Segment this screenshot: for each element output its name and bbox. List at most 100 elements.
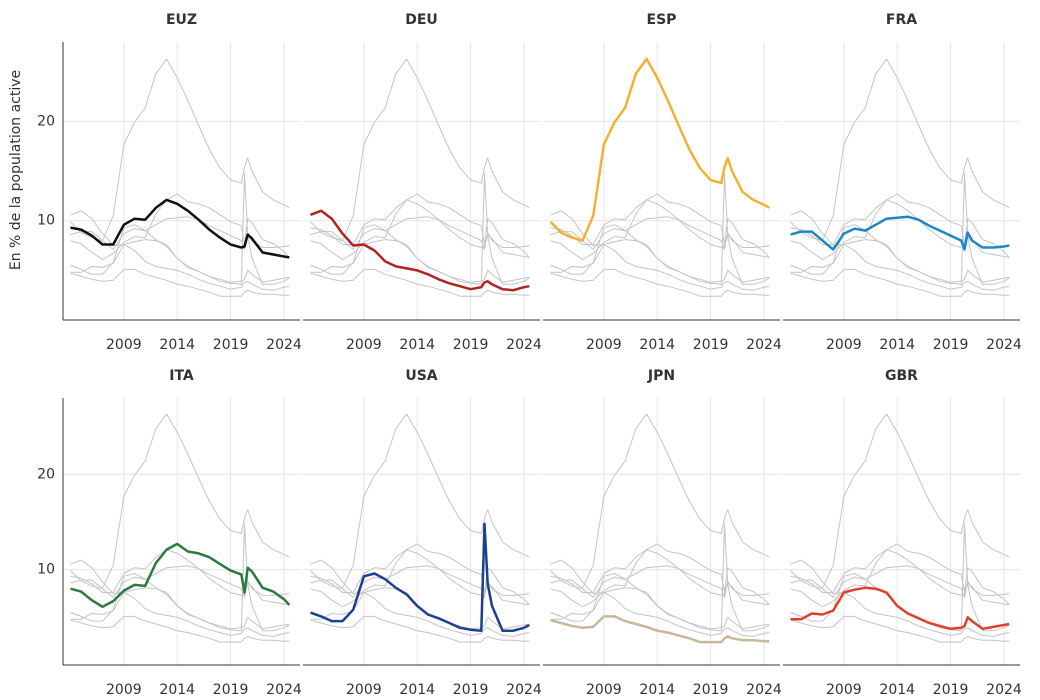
- x-tick-label: 2014: [159, 337, 195, 353]
- line: [70, 198, 290, 259]
- panel-title: DEU: [405, 12, 438, 28]
- line: [70, 239, 290, 283]
- line: [550, 615, 770, 644]
- x-tick-label: 2024: [506, 337, 542, 353]
- x-tick-label: 2019: [213, 337, 249, 353]
- line: [790, 543, 1010, 608]
- line: [790, 193, 1010, 260]
- line: [70, 193, 290, 260]
- x-tick-label: 2024: [986, 682, 1022, 698]
- x-tick-label: 2009: [106, 337, 142, 353]
- line: [550, 268, 770, 297]
- line: [790, 210, 1010, 291]
- panel-title: JPN: [647, 368, 675, 384]
- x-tick-label: 2009: [346, 337, 382, 353]
- line: [70, 549, 290, 606]
- x-tick-label: 2019: [933, 682, 969, 698]
- line: [550, 193, 770, 260]
- line: [790, 586, 1010, 631]
- line: [790, 559, 1010, 637]
- line: [70, 542, 291, 609]
- x-tick-label: 2019: [453, 682, 489, 698]
- line: [310, 615, 530, 643]
- line: [790, 199, 1010, 258]
- line: [310, 559, 530, 637]
- line: [310, 549, 530, 606]
- line: [310, 216, 530, 250]
- panel-title: FRA: [886, 12, 917, 28]
- line: [70, 559, 290, 637]
- line: [310, 268, 530, 297]
- x-tick-label: 2024: [266, 337, 302, 353]
- x-tick-label: 2014: [879, 337, 915, 353]
- x-tick-label: 2019: [693, 682, 729, 698]
- y-tick-label: 20: [37, 466, 55, 482]
- x-tick-label: 2009: [106, 682, 142, 698]
- line: [310, 209, 530, 292]
- x-tick-label: 2009: [826, 337, 862, 353]
- line: [70, 615, 290, 643]
- x-tick-label: 2014: [879, 682, 915, 698]
- x-tick-label: 2019: [213, 682, 249, 698]
- line: [550, 559, 770, 637]
- line: [310, 413, 530, 590]
- x-tick-label: 2014: [159, 682, 195, 698]
- line: [790, 239, 1010, 283]
- line: [70, 58, 290, 242]
- panel: ITA 2009 2014 2019 2024 10 20: [37, 368, 302, 698]
- x-tick-label: 2009: [586, 682, 622, 698]
- x-tick-label: 2014: [639, 337, 675, 353]
- panel: ESP 2009 2014 2019 2024: [543, 12, 782, 353]
- y-tick-label: 20: [37, 113, 55, 129]
- line: [550, 210, 770, 291]
- line: [549, 57, 770, 242]
- panel: DEU 2009 2014 2019 2024: [303, 12, 542, 353]
- x-tick-label: 2014: [639, 682, 675, 698]
- y-tick-label: 10: [37, 562, 55, 578]
- panel-title: ESP: [647, 12, 677, 28]
- panel: USA 2009 2014 2019 2024: [303, 368, 542, 698]
- line: [790, 615, 1010, 643]
- x-tick-label: 2024: [266, 682, 302, 698]
- line: [550, 587, 770, 630]
- line: [70, 565, 290, 598]
- panel-title: ITA: [169, 368, 194, 384]
- x-tick-label: 2009: [586, 337, 622, 353]
- panel: EUZ 2009 2014 2019 2024 10 20: [37, 12, 302, 353]
- line: [70, 587, 290, 630]
- x-tick-label: 2014: [399, 337, 435, 353]
- line: [310, 522, 530, 632]
- x-tick-label: 2014: [399, 682, 435, 698]
- line: [790, 58, 1010, 242]
- x-tick-label: 2024: [746, 337, 782, 353]
- x-tick-label: 2019: [453, 337, 489, 353]
- line: [550, 549, 770, 606]
- x-tick-label: 2009: [346, 682, 382, 698]
- x-tick-label: 2009: [826, 682, 862, 698]
- x-tick-label: 2024: [506, 682, 542, 698]
- line: [550, 239, 770, 283]
- panel: JPN 2009 2014 2019 2024: [543, 368, 782, 698]
- x-tick-label: 2019: [693, 337, 729, 353]
- line: [550, 413, 770, 590]
- line: [70, 268, 290, 297]
- y-axis-label: En % de la population active: [8, 70, 24, 270]
- line: [790, 268, 1010, 297]
- panel-title: EUZ: [166, 12, 197, 28]
- line: [790, 549, 1010, 606]
- line: [70, 413, 290, 590]
- x-tick-label: 2019: [933, 337, 969, 353]
- line: [310, 543, 530, 608]
- line: [310, 199, 530, 258]
- panel-title: GBR: [885, 368, 918, 384]
- panel: FRA 2009 2014 2019 2024: [783, 12, 1022, 353]
- panel: GBR 2009 2014 2019 2024: [783, 368, 1022, 698]
- line: [310, 239, 530, 283]
- line: [550, 543, 770, 608]
- panel-title: USA: [405, 368, 437, 384]
- line: [550, 216, 770, 250]
- x-tick-label: 2024: [986, 337, 1022, 353]
- x-tick-label: 2024: [746, 682, 782, 698]
- line: [790, 565, 1010, 598]
